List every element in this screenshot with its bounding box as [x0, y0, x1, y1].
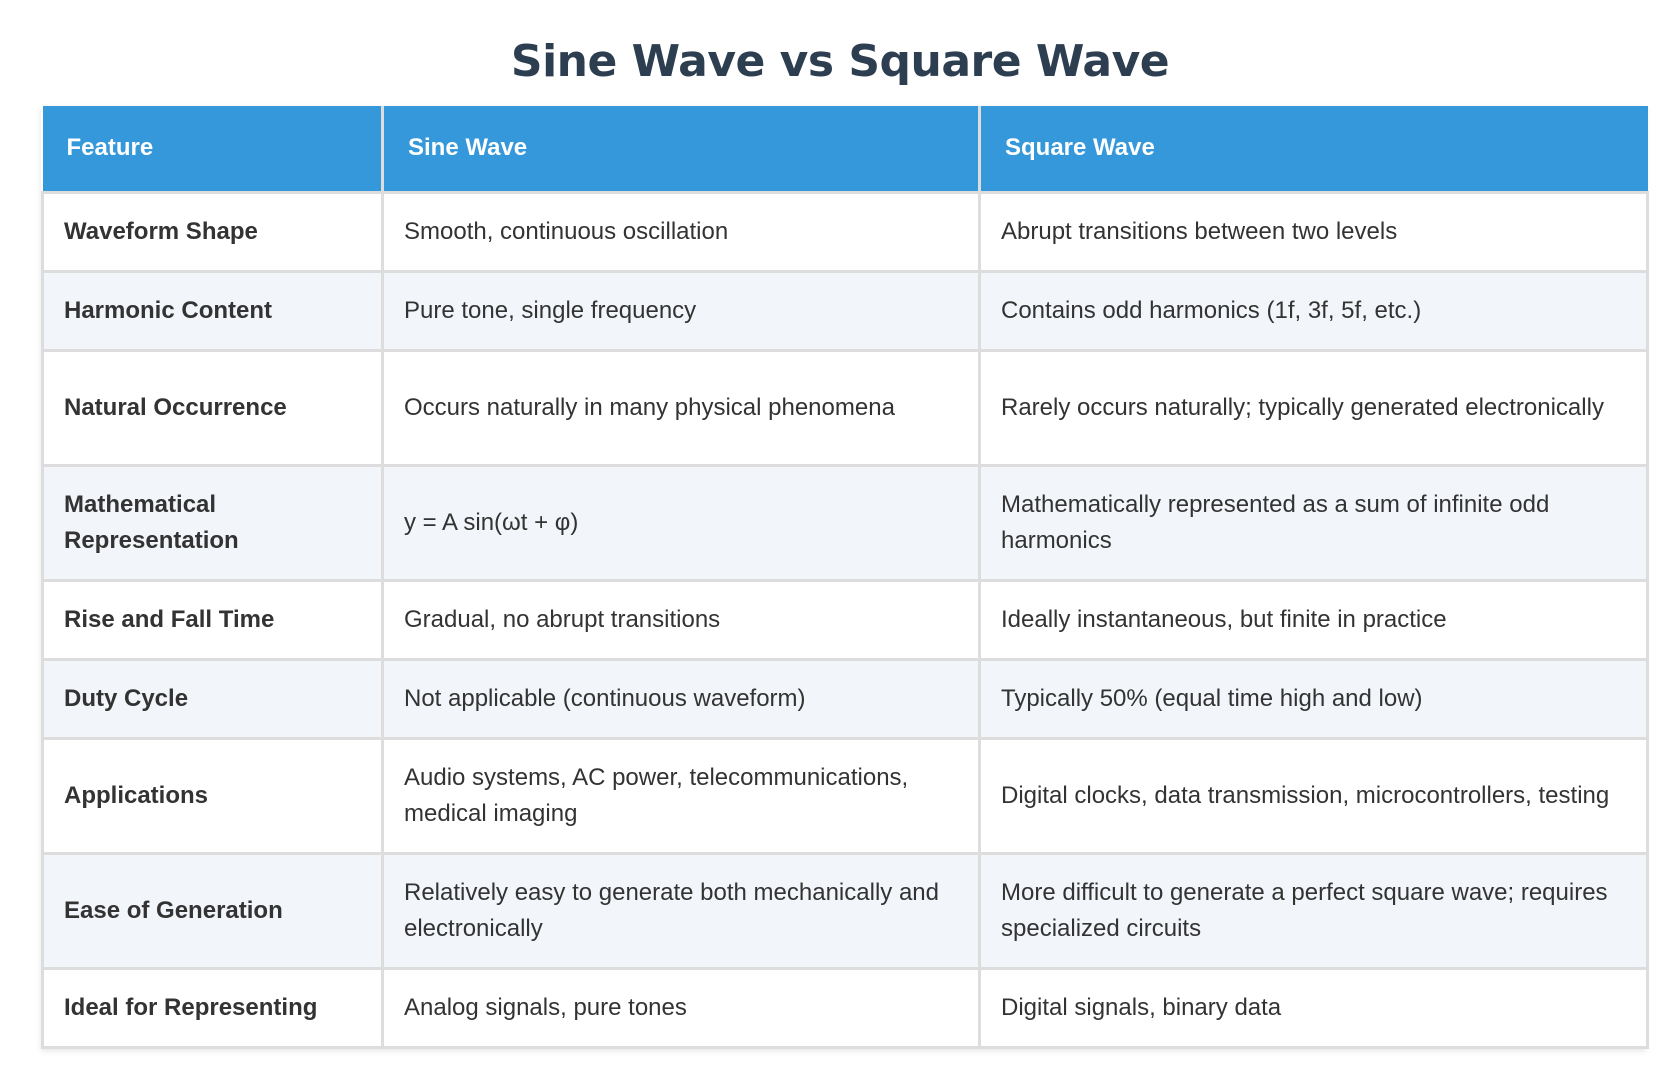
square-cell: Contains odd harmonics (1f, 3f, 5f, etc.…	[978, 269, 1649, 352]
feature-cell: Mathematical Representation	[41, 463, 384, 582]
comparison-table: Feature Sine Wave Square Wave Waveform S…	[41, 106, 1649, 1049]
square-cell: Typically 50% (equal time high and low)	[978, 657, 1649, 740]
table-row: Ideal for Representing Analog signals, p…	[41, 966, 1649, 1049]
feature-cell: Waveform Shape	[41, 190, 384, 273]
square-cell: Digital signals, binary data	[978, 966, 1649, 1049]
header-row: Feature Sine Wave Square Wave	[42, 106, 1648, 194]
sine-cell: y = A sin(ωt + φ)	[381, 463, 981, 582]
sine-cell: Occurs naturally in many physical phenom…	[381, 348, 981, 467]
table-row: Waveform Shape Smooth, continuous oscill…	[41, 190, 1649, 273]
sine-cell: Pure tone, single frequency	[381, 269, 981, 352]
feature-cell: Applications	[41, 736, 384, 855]
sine-cell: Audio systems, AC power, telecommunicati…	[381, 736, 981, 855]
table-row: Applications Audio systems, AC power, te…	[41, 736, 1649, 855]
square-cell: Digital clocks, data transmission, micro…	[978, 736, 1649, 855]
sine-cell: Not applicable (continuous waveform)	[381, 657, 981, 740]
table-row: Mathematical Representation y = A sin(ωt…	[41, 463, 1649, 582]
feature-cell: Duty Cycle	[41, 657, 384, 740]
table-row: Harmonic Content Pure tone, single frequ…	[41, 269, 1649, 352]
square-cell: Rarely occurs naturally; typically gener…	[978, 348, 1649, 467]
sine-cell: Relatively easy to generate both mechani…	[381, 851, 981, 970]
table-row: Duty Cycle Not applicable (continuous wa…	[41, 657, 1649, 740]
table-header: Feature Sine Wave Square Wave	[42, 106, 1648, 194]
table-row: Ease of Generation Relatively easy to ge…	[41, 851, 1649, 970]
table-row: Rise and Fall Time Gradual, no abrupt tr…	[41, 578, 1649, 661]
page-title: Sine Wave vs Square Wave	[510, 36, 1170, 87]
sine-cell: Analog signals, pure tones	[381, 966, 981, 1049]
sine-cell: Smooth, continuous oscillation	[381, 190, 981, 273]
square-cell: Ideally instantaneous, but finite in pra…	[978, 578, 1649, 661]
feature-cell: Rise and Fall Time	[41, 578, 384, 661]
header-sine-wave: Sine Wave	[381, 106, 981, 194]
header-feature: Feature	[42, 106, 384, 194]
square-cell: Abrupt transitions between two levels	[978, 190, 1649, 273]
sine-cell: Gradual, no abrupt transitions	[381, 578, 981, 661]
feature-cell: Ease of Generation	[41, 851, 384, 970]
comparison-table-container: Feature Sine Wave Square Wave Waveform S…	[41, 106, 1649, 1049]
header-square-wave: Square Wave	[978, 106, 1648, 194]
feature-cell: Natural Occurrence	[41, 348, 384, 467]
table-body: Waveform Shape Smooth, continuous oscill…	[41, 190, 1649, 1049]
feature-cell: Ideal for Representing	[41, 966, 384, 1049]
square-cell: Mathematically represented as a sum of i…	[978, 463, 1649, 582]
table-row: Natural Occurrence Occurs naturally in m…	[41, 348, 1649, 467]
feature-cell: Harmonic Content	[41, 269, 384, 352]
square-cell: More difficult to generate a perfect squ…	[978, 851, 1649, 970]
